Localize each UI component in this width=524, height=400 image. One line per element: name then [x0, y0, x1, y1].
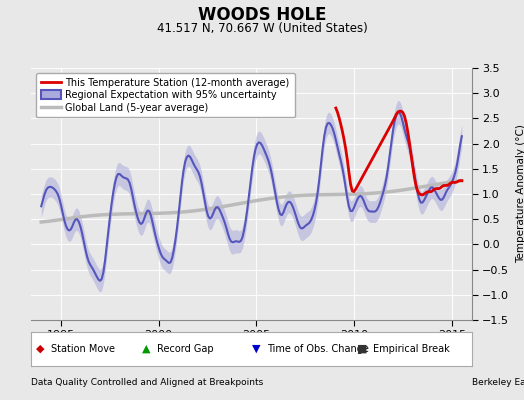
Text: Time of Obs. Change: Time of Obs. Change	[267, 344, 369, 354]
Legend: This Temperature Station (12-month average), Regional Expectation with 95% uncer: This Temperature Station (12-month avera…	[36, 73, 294, 118]
Text: WOODS HOLE: WOODS HOLE	[198, 6, 326, 24]
Text: 41.517 N, 70.667 W (United States): 41.517 N, 70.667 W (United States)	[157, 22, 367, 35]
Text: ◆: ◆	[36, 344, 45, 354]
Text: Berkeley Earth: Berkeley Earth	[472, 378, 524, 387]
Text: Record Gap: Record Gap	[157, 344, 213, 354]
Text: ▼: ▼	[252, 344, 260, 354]
Text: Station Move: Station Move	[51, 344, 115, 354]
Text: Empirical Break: Empirical Break	[373, 344, 449, 354]
Text: ▲: ▲	[141, 344, 150, 354]
Text: ■: ■	[357, 344, 368, 354]
Y-axis label: Temperature Anomaly (°C): Temperature Anomaly (°C)	[516, 124, 524, 264]
Text: Data Quality Controlled and Aligned at Breakpoints: Data Quality Controlled and Aligned at B…	[31, 378, 264, 387]
